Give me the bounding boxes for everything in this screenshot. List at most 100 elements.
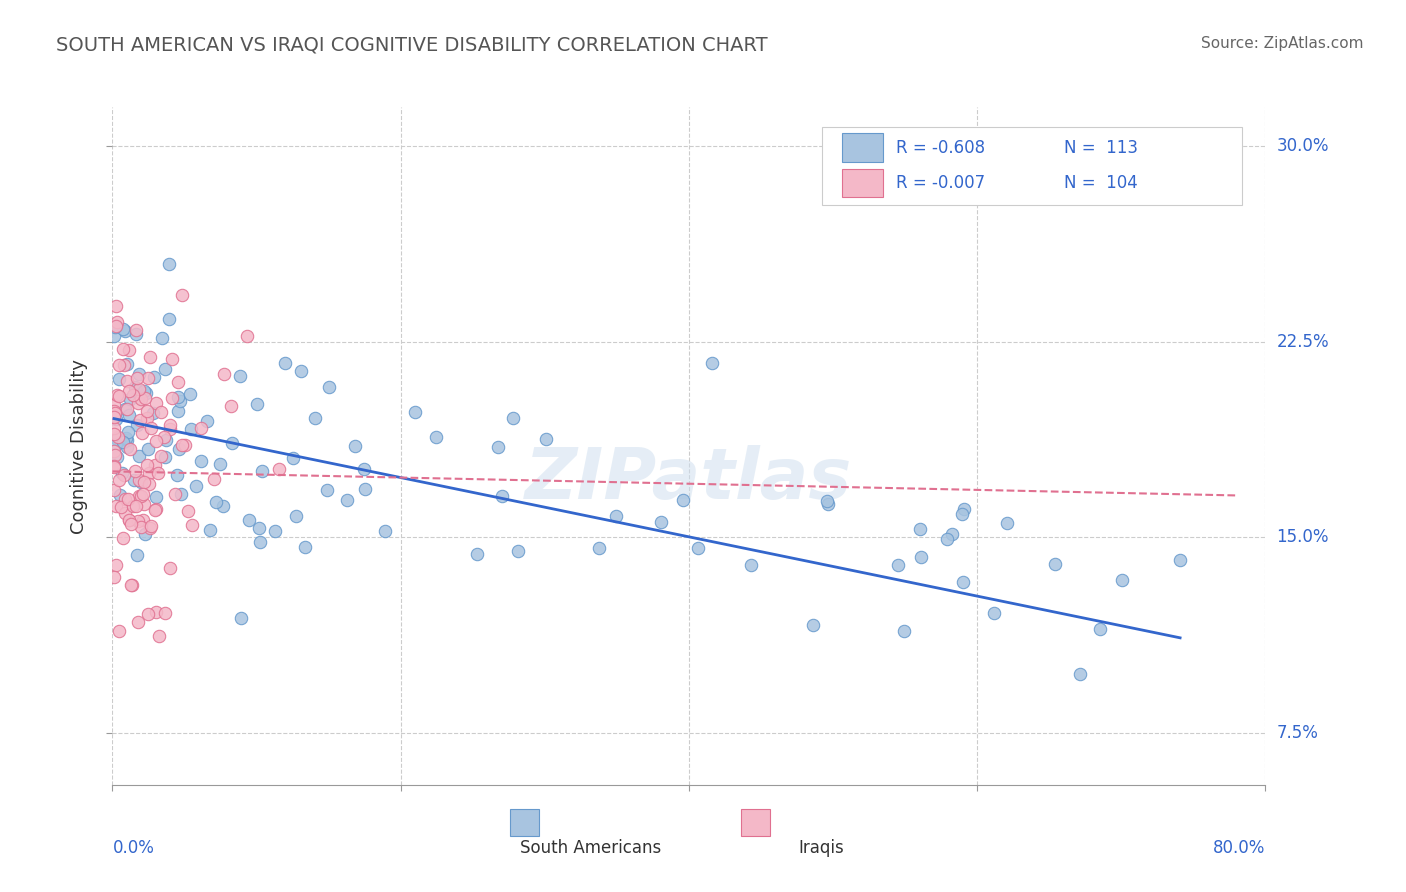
- Text: SOUTH AMERICAN VS IRAQI COGNITIVE DISABILITY CORRELATION CHART: SOUTH AMERICAN VS IRAQI COGNITIVE DISABI…: [56, 36, 768, 54]
- Point: [212, 368, 235, 382]
- Point: [336, 493, 359, 508]
- Point: [103, 570, 125, 584]
- Point: [103, 458, 125, 473]
- Point: [534, 432, 557, 446]
- Point: [128, 387, 150, 401]
- Text: Source: ZipAtlas.com: Source: ZipAtlas.com: [1201, 36, 1364, 51]
- Point: [138, 350, 160, 364]
- Point: [267, 462, 290, 476]
- Point: [315, 483, 337, 497]
- Point: [235, 328, 257, 343]
- Point: [145, 396, 167, 410]
- Text: 80.0%: 80.0%: [1213, 839, 1265, 857]
- Point: [198, 523, 221, 537]
- Point: [274, 356, 297, 370]
- Point: [180, 422, 202, 436]
- Point: [910, 549, 932, 564]
- Point: [131, 426, 153, 441]
- Point: [202, 472, 225, 486]
- Point: [127, 396, 149, 410]
- Point: [159, 422, 181, 436]
- Point: [148, 629, 170, 643]
- Point: [172, 437, 194, 451]
- Point: [112, 322, 135, 336]
- Point: [190, 453, 212, 467]
- Point: [108, 372, 131, 386]
- Point: [138, 477, 160, 491]
- Point: [124, 464, 146, 478]
- Point: [143, 369, 166, 384]
- Point: [294, 540, 316, 554]
- Point: [104, 449, 127, 463]
- Point: [404, 405, 426, 419]
- Point: [145, 458, 167, 472]
- Point: [108, 473, 131, 487]
- Point: [142, 406, 165, 420]
- Point: [172, 288, 194, 302]
- Point: [112, 468, 135, 483]
- Point: [134, 475, 156, 490]
- Point: [103, 460, 125, 475]
- Point: [177, 504, 200, 518]
- FancyBboxPatch shape: [842, 169, 883, 197]
- Point: [128, 489, 150, 503]
- Point: [103, 398, 125, 412]
- Point: [155, 362, 177, 376]
- Point: [817, 497, 839, 511]
- Point: [205, 495, 228, 509]
- Point: [740, 558, 762, 573]
- Y-axis label: Cognitive Disability: Cognitive Disability: [70, 359, 89, 533]
- Point: [290, 364, 312, 378]
- Point: [128, 474, 150, 488]
- FancyBboxPatch shape: [821, 128, 1243, 205]
- Point: [263, 524, 285, 539]
- Point: [104, 411, 127, 425]
- Point: [1088, 623, 1111, 637]
- Text: 0.0%: 0.0%: [112, 839, 155, 857]
- Point: [105, 299, 128, 313]
- Point: [115, 431, 138, 445]
- Point: [104, 320, 127, 334]
- Point: [107, 624, 129, 638]
- Point: [304, 410, 326, 425]
- Text: 22.5%: 22.5%: [1277, 333, 1329, 351]
- Point: [117, 374, 139, 388]
- Point: [995, 516, 1018, 530]
- Point: [111, 466, 134, 480]
- Point: [139, 521, 162, 535]
- Point: [103, 420, 125, 434]
- Point: [105, 387, 128, 401]
- Point: [672, 493, 695, 508]
- Point: [120, 578, 142, 592]
- Point: [115, 401, 138, 416]
- Point: [108, 488, 131, 502]
- Text: ZIPatlas: ZIPatlas: [526, 445, 852, 515]
- Point: [208, 457, 231, 471]
- Point: [231, 611, 253, 625]
- Point: [129, 489, 152, 503]
- Point: [159, 417, 181, 432]
- Point: [108, 388, 131, 402]
- Point: [118, 384, 141, 398]
- Point: [166, 467, 188, 482]
- Text: 7.5%: 7.5%: [1277, 723, 1319, 742]
- Point: [318, 380, 340, 394]
- Point: [114, 402, 136, 417]
- Point: [155, 606, 177, 620]
- Point: [117, 425, 139, 439]
- Point: [115, 440, 138, 454]
- Point: [146, 466, 169, 480]
- Point: [105, 450, 128, 464]
- Point: [135, 458, 157, 472]
- Point: [125, 371, 148, 385]
- Point: [141, 420, 163, 434]
- Point: [1069, 666, 1091, 681]
- Point: [129, 475, 152, 489]
- Point: [105, 315, 128, 329]
- Point: [111, 531, 134, 545]
- Point: [104, 406, 127, 420]
- Text: Iraqis: Iraqis: [799, 839, 845, 857]
- Point: [157, 257, 180, 271]
- Text: N =  104: N = 104: [1063, 174, 1137, 192]
- Point: [127, 548, 149, 562]
